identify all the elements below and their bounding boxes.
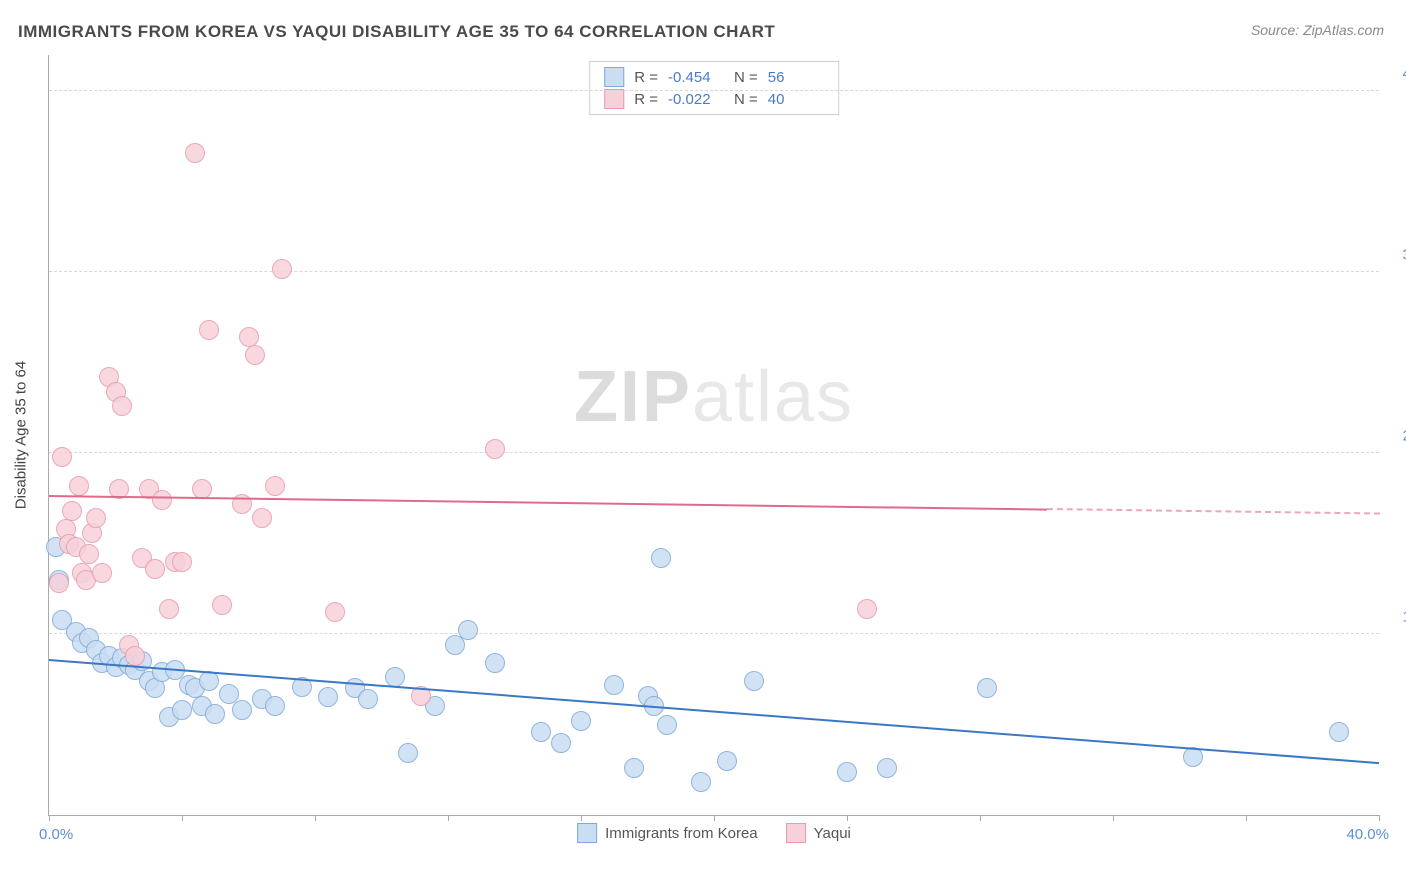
stats-r-value: -0.454 <box>668 69 724 86</box>
data-point <box>125 646 145 666</box>
x-tick <box>49 815 50 821</box>
x-tick <box>1113 815 1114 821</box>
data-point <box>152 490 172 510</box>
legend-swatch <box>577 823 597 843</box>
legend-swatch <box>786 823 806 843</box>
stats-n-label: N = <box>734 69 758 86</box>
data-point <box>145 559 165 579</box>
data-point <box>159 599 179 619</box>
data-point <box>691 772 711 792</box>
x-tick <box>1379 815 1380 821</box>
data-point <box>485 653 505 673</box>
data-point <box>318 687 338 707</box>
x-tick <box>448 815 449 821</box>
stats-swatch <box>604 89 624 109</box>
trend-line <box>1046 508 1379 515</box>
x-axis-max-label: 40.0% <box>1346 826 1389 843</box>
data-point <box>92 563 112 583</box>
data-point <box>199 671 219 691</box>
data-point <box>49 573 69 593</box>
data-point <box>239 327 259 347</box>
stats-r-label: R = <box>634 91 658 108</box>
legend-item: Yaqui <box>786 823 851 843</box>
gridline <box>49 271 1379 272</box>
data-point <box>172 700 192 720</box>
y-axis-label: Disability Age 35 to 64 <box>13 361 30 509</box>
x-tick <box>847 815 848 821</box>
data-point <box>265 696 285 716</box>
legend-item: Immigrants from Korea <box>577 823 758 843</box>
data-point <box>485 439 505 459</box>
x-tick <box>315 815 316 821</box>
stats-n-value: 40 <box>768 91 824 108</box>
data-point <box>79 544 99 564</box>
data-point <box>265 476 285 496</box>
source-attribution: Source: ZipAtlas.com <box>1251 22 1384 38</box>
y-tick-label: 30.0% <box>1402 247 1406 264</box>
data-point <box>52 447 72 467</box>
data-point <box>531 722 551 742</box>
stats-n-label: N = <box>734 91 758 108</box>
gridline <box>49 633 1379 634</box>
stats-row: R = -0.454 N = 56 <box>604 66 824 88</box>
stats-n-value: 56 <box>768 69 824 86</box>
watermark: ZIPatlas <box>574 356 854 438</box>
data-point <box>212 595 232 615</box>
x-axis-min-label: 0.0% <box>39 826 73 843</box>
data-point <box>172 552 192 572</box>
data-point <box>205 704 225 724</box>
data-point <box>252 508 272 528</box>
stats-r-label: R = <box>634 69 658 86</box>
data-point <box>551 733 571 753</box>
data-point <box>651 548 671 568</box>
data-point <box>245 345 265 365</box>
data-point <box>624 758 644 778</box>
chart-title: IMMIGRANTS FROM KOREA VS YAQUI DISABILIT… <box>18 22 1388 42</box>
stats-r-value: -0.022 <box>668 91 724 108</box>
data-point <box>877 758 897 778</box>
gridline <box>49 90 1379 91</box>
x-tick <box>1246 815 1247 821</box>
data-point <box>62 501 82 521</box>
data-point <box>272 259 292 279</box>
legend-label: Yaqui <box>814 825 851 842</box>
scatter-plot: ZIPatlas Disability Age 35 to 64 R =-0.4… <box>48 55 1379 816</box>
data-point <box>458 620 478 640</box>
data-point <box>185 143 205 163</box>
data-point <box>112 396 132 416</box>
data-point <box>604 675 624 695</box>
data-point <box>717 751 737 771</box>
data-point <box>325 602 345 622</box>
data-point <box>69 476 89 496</box>
data-point <box>232 700 252 720</box>
y-tick-label: 20.0% <box>1402 428 1406 445</box>
data-point <box>398 743 418 763</box>
data-point <box>358 689 378 709</box>
x-tick <box>182 815 183 821</box>
y-tick-label: 40.0% <box>1402 66 1406 83</box>
data-point <box>1329 722 1349 742</box>
x-tick <box>714 815 715 821</box>
stats-row: R = -0.022 N = 40 <box>604 88 824 110</box>
data-point <box>857 599 877 619</box>
legend: Immigrants from Korea Yaqui <box>577 823 851 843</box>
y-tick-label: 10.0% <box>1402 609 1406 626</box>
data-point <box>744 671 764 691</box>
legend-label: Immigrants from Korea <box>605 825 758 842</box>
x-tick <box>980 815 981 821</box>
correlation-stats-box: R = -0.454 N = 56 R = -0.022 N = 40 <box>589 61 839 115</box>
data-point <box>199 320 219 340</box>
data-point <box>571 711 591 731</box>
stats-swatch <box>604 67 624 87</box>
x-tick <box>581 815 582 821</box>
data-point <box>86 508 106 528</box>
data-point <box>977 678 997 698</box>
trend-line <box>49 495 1047 511</box>
gridline <box>49 452 1379 453</box>
data-point <box>837 762 857 782</box>
data-point <box>657 715 677 735</box>
